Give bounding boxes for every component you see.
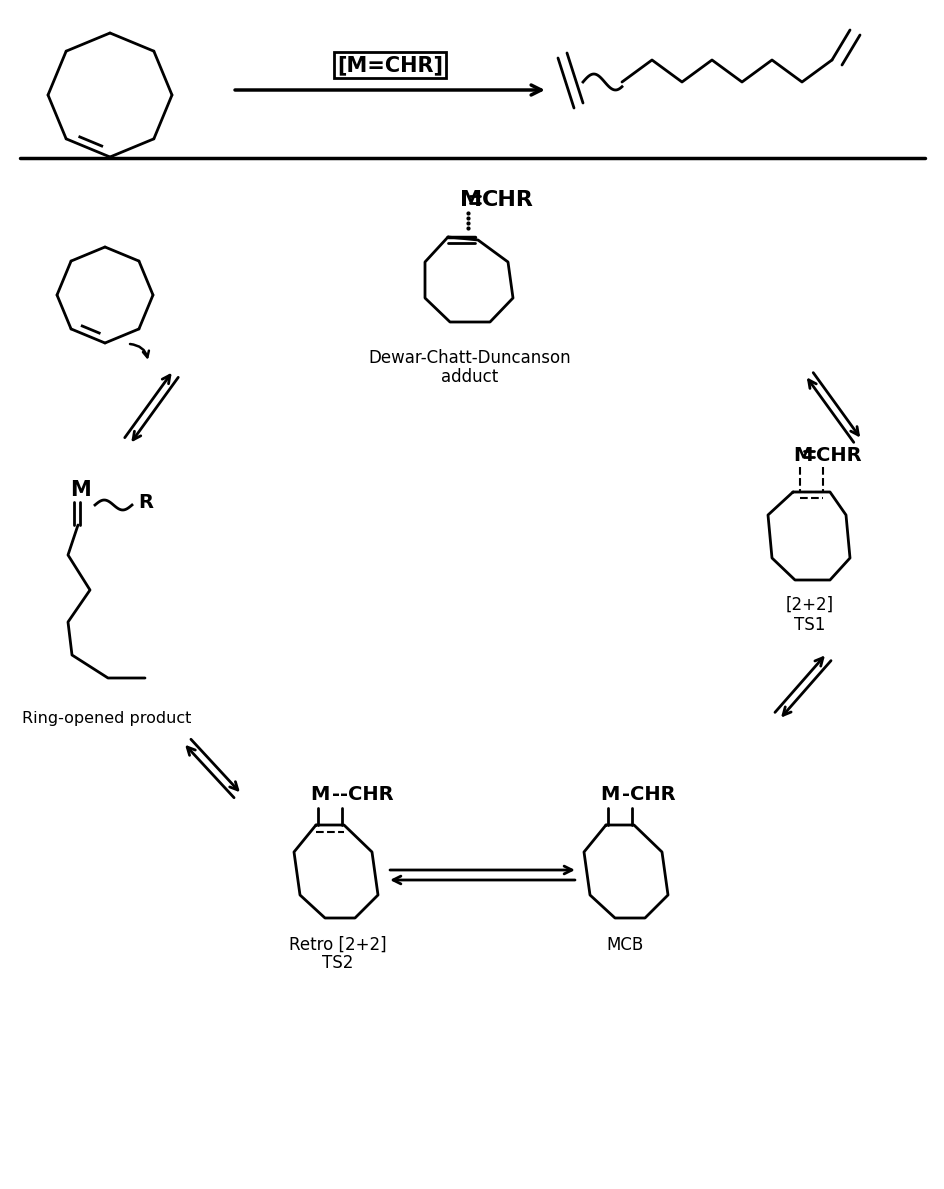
Text: [M=CHR]: [M=CHR] [337, 55, 443, 75]
Text: Retro [2+2]: Retro [2+2] [289, 936, 386, 954]
Text: TS1: TS1 [794, 616, 825, 634]
Text: CHR: CHR [481, 190, 533, 210]
Text: Dewar-Chatt-Duncanson: Dewar-Chatt-Duncanson [368, 350, 571, 367]
Text: M: M [792, 446, 812, 465]
Text: M: M [311, 786, 329, 805]
Text: --CHR: --CHR [331, 786, 394, 805]
Text: Ring-opened product: Ring-opened product [22, 711, 192, 725]
Text: M: M [70, 480, 91, 501]
Text: MCB: MCB [606, 936, 643, 954]
Text: adduct: adduct [441, 369, 498, 386]
Text: TS2: TS2 [322, 954, 353, 971]
Text: R: R [138, 492, 153, 511]
Text: CHR: CHR [815, 446, 861, 465]
Text: -CHR: -CHR [621, 786, 675, 805]
Text: M: M [460, 190, 481, 210]
Text: [2+2]: [2+2] [785, 596, 834, 614]
Text: M: M [600, 786, 619, 805]
